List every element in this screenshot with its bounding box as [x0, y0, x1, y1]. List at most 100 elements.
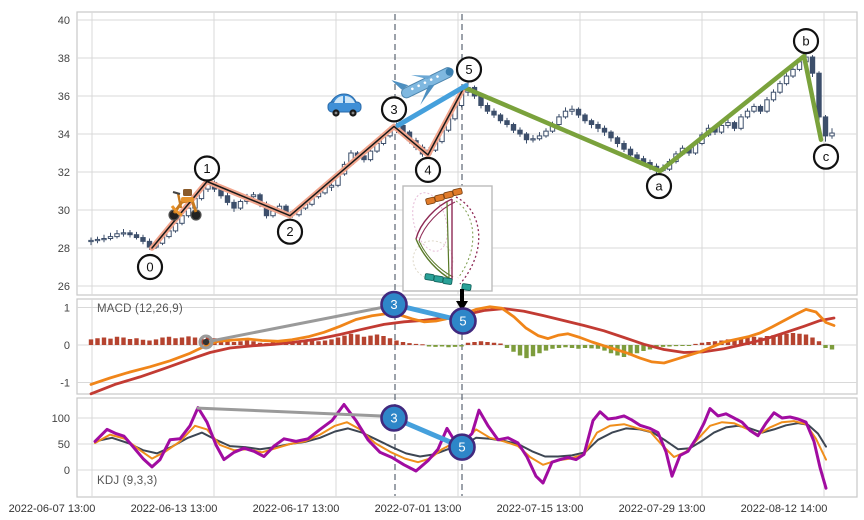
candle-body	[250, 194, 257, 198]
car-icon[interactable]	[327, 93, 362, 117]
svg-text:5: 5	[458, 440, 465, 455]
macd-marker-3[interactable]: 3	[380, 290, 408, 319]
macd-hist-bar	[192, 337, 198, 345]
macd-hist-bar	[485, 342, 490, 345]
wave-label-5[interactable]: 5	[455, 56, 483, 83]
macd-hist-bar	[101, 337, 107, 345]
macd-hist-bar	[491, 342, 497, 345]
price-tick-label: 30	[58, 205, 70, 217]
macd-marker-5[interactable]: 5	[449, 307, 477, 335]
macd-hist-bar	[387, 338, 393, 345]
candle-body	[738, 116, 744, 129]
svg-text:4: 4	[424, 162, 431, 177]
candle-body	[237, 200, 244, 209]
macd-hist-bar	[699, 342, 705, 345]
inset-orange-train	[425, 196, 436, 205]
macd-hist-bar	[381, 336, 386, 345]
candle-body	[101, 238, 107, 241]
candle-body	[133, 234, 140, 239]
candle-body	[530, 138, 536, 141]
svg-text:b: b	[802, 34, 809, 49]
candle-body	[523, 133, 530, 141]
price-tick-label: 40	[58, 15, 70, 27]
macd-hist-bar	[251, 341, 256, 345]
macd-hist-bar	[732, 339, 737, 345]
svg-text:0: 0	[146, 260, 153, 275]
macd-dif-line	[89, 305, 836, 386]
macd-hist-bar	[394, 340, 399, 345]
macd-hist-bar	[296, 342, 302, 345]
arrow-head	[456, 301, 468, 311]
macd-hist-bar	[127, 339, 133, 345]
macd-hist-bar	[368, 335, 373, 345]
svg-text:c: c	[823, 149, 830, 164]
macd-hist-bar	[745, 337, 750, 345]
candle-body	[367, 150, 374, 161]
macd-hist-bar	[784, 333, 789, 345]
candle-body	[614, 137, 621, 145]
kdj-marker-5[interactable]: 5	[448, 433, 476, 461]
macd-hist-bar	[335, 337, 341, 345]
d-line	[94, 420, 827, 466]
macd-hist-bar	[348, 333, 354, 345]
macd-hist-bar	[712, 341, 718, 345]
svg-text:3: 3	[390, 411, 397, 426]
macd-hist-bar	[498, 343, 503, 345]
candle-body	[608, 131, 614, 139]
inset-teal-train	[461, 283, 472, 291]
inset-teal-train	[424, 273, 435, 281]
candle-body	[809, 56, 816, 74]
inset-curve-maroon	[415, 198, 453, 240]
macd-anchor-dot[interactable]	[202, 338, 210, 346]
macd-hist-bar	[771, 335, 776, 345]
macd-dea-line	[89, 307, 836, 396]
macd-hist-bar	[244, 340, 250, 345]
inset-curve-maroon	[418, 201, 456, 242]
wave-label-c[interactable]: c	[812, 143, 840, 170]
wave-label-2[interactable]: 2	[276, 218, 304, 245]
candle-body	[816, 72, 822, 118]
svg-text:a: a	[655, 179, 663, 194]
candle-body	[751, 105, 757, 112]
wave-label-3[interactable]: 3	[380, 96, 408, 123]
macd-hist-bar	[225, 341, 230, 345]
wave-label-0[interactable]: 0	[136, 253, 164, 281]
corrective-line	[461, 53, 824, 174]
candle-body	[140, 237, 146, 242]
candle-body	[94, 238, 101, 242]
macd-hist-bar	[673, 345, 679, 347]
wave-label-b[interactable]: b	[792, 27, 820, 55]
macd-hist-bar	[693, 343, 698, 345]
macd-hist-bar	[550, 345, 555, 349]
price-tick-label: 32	[58, 167, 70, 179]
inset-orange-train	[434, 193, 445, 202]
wave-label-4[interactable]: 4	[414, 156, 442, 183]
macd-hist-bar	[322, 340, 328, 345]
svg-text:3: 3	[390, 297, 397, 312]
macd-hist-bar	[602, 345, 607, 351]
kdj-gray-link	[196, 406, 385, 418]
down-arrow	[456, 289, 468, 311]
wave-label-a[interactable]: a	[645, 172, 673, 200]
macd-tick-label: 1	[64, 303, 70, 315]
date-tick-label: 2022-06-13 13:00	[131, 503, 218, 515]
dif-line	[89, 305, 836, 386]
macd-hist-bar	[147, 340, 152, 345]
macd-hist-bar	[797, 333, 802, 345]
gray-link	[204, 306, 384, 344]
macd-hist-bar	[543, 345, 549, 351]
scooter-icon[interactable]	[168, 189, 202, 221]
macd-hist-bar	[452, 345, 458, 347]
macd-hist-bar	[400, 342, 406, 345]
inset-vertical-green	[446, 201, 450, 279]
macd-hist-bar	[413, 343, 419, 345]
svg-text:5: 5	[465, 62, 472, 77]
kdj-marker-3[interactable]: 3	[380, 404, 408, 432]
macd-hist-bar	[459, 345, 464, 347]
macd-hist-bar	[433, 345, 438, 347]
wave-label-1[interactable]: 1	[193, 155, 221, 182]
macd-hist-bar	[530, 345, 536, 357]
candle-body	[562, 110, 569, 118]
macd-tick-label: -1	[60, 378, 70, 390]
